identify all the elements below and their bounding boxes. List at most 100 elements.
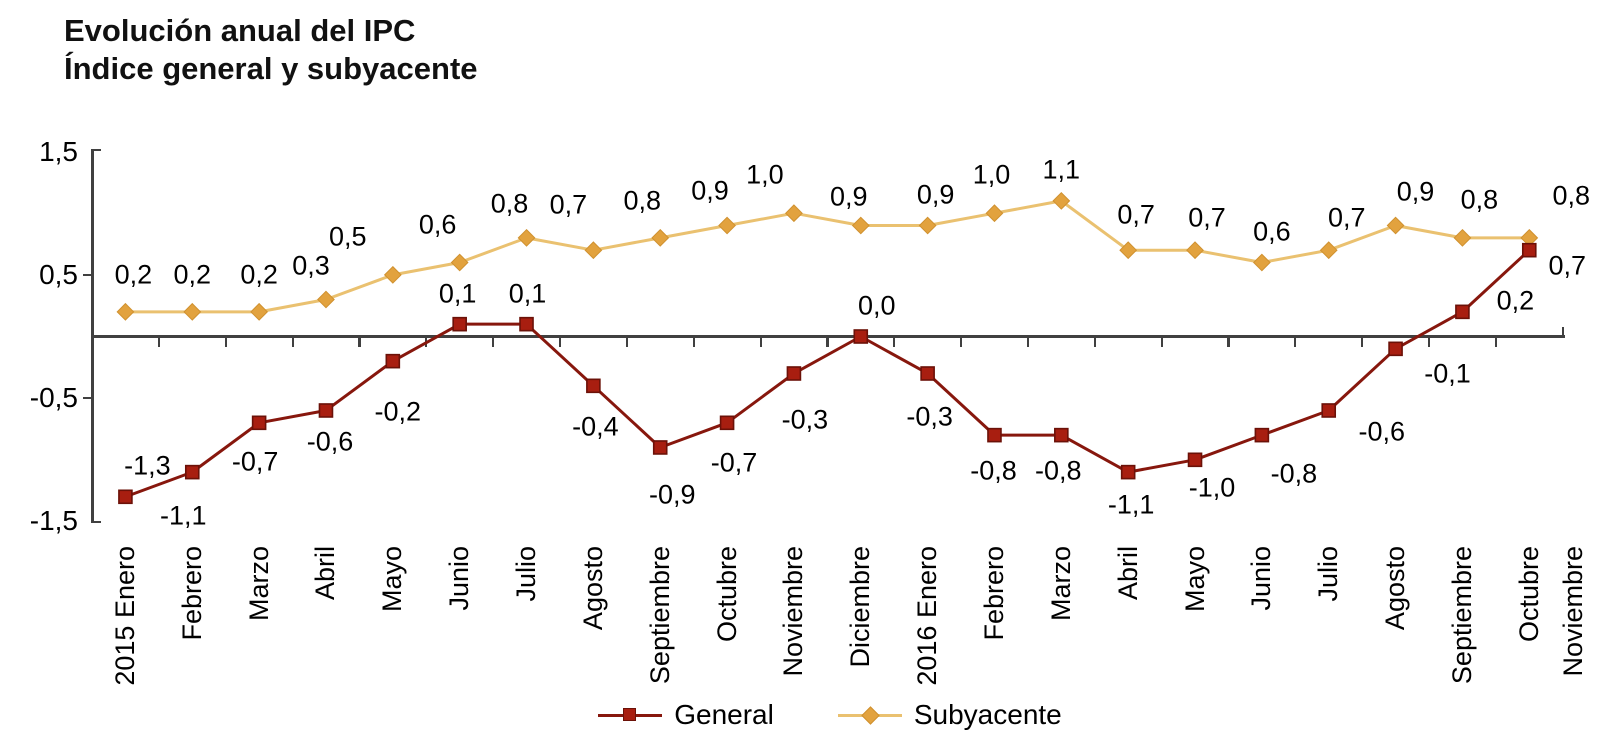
legend-sample-general [598,702,663,728]
data-label-subyacente: 1,1 [1042,154,1081,185]
x-tick-label: Noviembre [778,546,809,677]
x-axis-tick [692,337,695,347]
x-axis-tick [1494,337,1498,347]
marker-general [385,353,401,369]
x-axis-tick [157,337,161,347]
marker-subyacente [1052,191,1071,210]
data-label-general: -0,1 [1424,358,1471,389]
data-label-general: -0,7 [231,446,279,477]
y-tick-label: 0,5 [39,258,78,290]
x-axis-tick [759,337,762,347]
marker-general [1054,427,1069,443]
data-label-subyacente: 0,9 [1396,176,1435,207]
data-label-subyacente: 0,2 [114,259,153,290]
data-label-subyacente: 0,8 [490,188,529,219]
x-tick-label: Diciembre [845,546,876,668]
x-tick-label: 2016 Enero [912,546,943,686]
data-label-general: 0,2 [1496,285,1535,316]
series-line-general [124,249,1531,499]
x-axis-tick [558,337,562,347]
marker-subyacente [517,228,536,247]
marker-subyacente [1319,241,1338,260]
x-tick-label: Mayo [377,546,408,613]
x-axis-tick [893,337,896,347]
marker-subyacente [116,302,135,321]
marker-subyacente [450,253,469,272]
marker-general [586,378,601,394]
marker-subyacente [785,204,803,223]
legend-marker-subyacente-icon [861,706,880,725]
x-tick-label: Junio [444,546,475,611]
data-label-subyacente: 1,0 [972,159,1011,190]
marker-subyacente [383,265,402,284]
x-tick-label: Agosto [577,546,608,631]
x-tick-label: Septiembre [644,546,675,685]
marker-subyacente [1520,228,1539,247]
marker-general [920,366,935,381]
marker-general [652,440,668,455]
marker-general [184,464,200,480]
data-label-general: 0,1 [438,278,477,309]
x-axis-end-cap [1561,326,1564,338]
marker-general [519,316,534,332]
x-axis-tick [1227,337,1230,347]
legend-item-subyacente: Subyacente [837,701,1062,729]
data-label-general: -0,8 [1035,455,1082,486]
data-label-subyacente: 0,7 [1117,199,1155,230]
data-label-subyacente: 0,8 [1552,180,1591,211]
x-tick-label: Noviembre [1557,546,1588,677]
marker-subyacente [1186,241,1204,260]
legend-sample-subyacente [837,702,902,728]
legend-marker-general-icon [623,708,637,721]
marker-general [452,316,467,332]
x-axis-tick [1160,337,1163,347]
x-tick-label: Julio [511,546,542,602]
data-label-general: -0,3 [781,404,829,435]
y-axis-tick [82,273,93,277]
marker-general [719,415,735,431]
marker-subyacente [250,302,269,321]
data-label-general: -0,7 [710,447,758,478]
y-tick-label: 1,5 [39,135,78,167]
x-axis-tick [960,337,963,347]
chart-title-line1: Evolución anual del IPC [64,13,416,48]
data-label-general: -0,6 [1358,416,1405,447]
x-tick-label: Agosto [1380,546,1411,631]
legend-item-general: General [598,701,774,729]
marker-subyacente [1252,253,1271,272]
x-axis-tick [1093,337,1096,347]
data-label-general: -0,4 [572,411,619,442]
x-tick-label: Febrero [978,546,1009,641]
x-axis-tick [291,337,294,347]
y-axis-top-cap [92,148,101,151]
legend: General Subyacente [520,701,1140,729]
marker-subyacente [918,216,937,235]
legend-label-general: General [674,699,774,730]
x-tick-label: Abril [1112,546,1143,601]
marker-general [1388,341,1403,357]
x-tick-label: Octubre [1513,546,1544,643]
x-tick-label: Julio [1313,546,1344,602]
data-label-general: -0,3 [906,401,953,432]
x-axis-tick [625,337,628,347]
x-axis-tick [425,337,428,347]
data-label-subyacente: 0,5 [329,221,367,252]
data-label-general: -0,6 [306,426,354,457]
marker-general [118,489,133,505]
chart-title-line2: Índice general y subyacente [64,51,478,86]
y-axis-bottom-cap [92,520,101,523]
data-label-general: -1,1 [1107,489,1155,520]
marker-general [1120,464,1136,480]
data-label-subyacente: 0,2 [240,259,278,290]
data-label-subyacente: 0,8 [623,185,661,216]
marker-general [251,415,267,431]
data-label-subyacente: 0,9 [829,181,868,212]
y-axis-tick [82,396,93,400]
x-tick-label: Octubre [711,546,742,643]
data-label-subyacente: 0,9 [916,179,955,210]
x-axis-tick [1361,337,1364,347]
x-tick-label: 2015 Enero [109,546,140,686]
data-label-general: -0,8 [970,455,1017,486]
marker-general [318,403,334,418]
